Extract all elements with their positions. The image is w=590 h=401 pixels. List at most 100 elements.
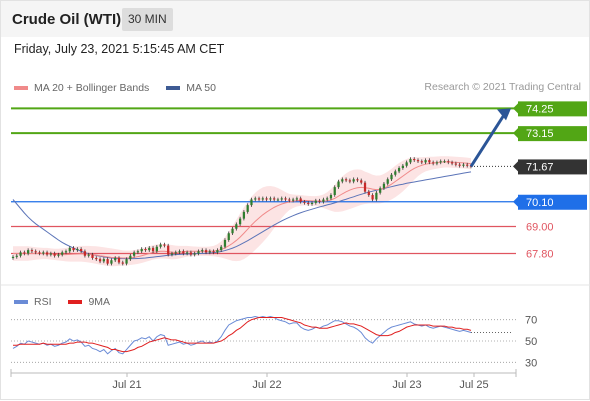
rsi-tick-label: 70 bbox=[525, 315, 537, 327]
rsi-legend: RSI 9MA bbox=[14, 295, 124, 308]
header-bar: Crude Oil (WTI) 30 MIN bbox=[1, 1, 589, 37]
candle bbox=[307, 202, 310, 204]
rsi-9ma-line bbox=[13, 317, 472, 353]
rsi-panel: 70 50 30 bbox=[11, 315, 537, 369]
candle bbox=[458, 164, 461, 166]
candle bbox=[363, 182, 367, 192]
support-level-label: 67.80 bbox=[526, 249, 554, 261]
candle bbox=[140, 249, 143, 252]
candle bbox=[303, 201, 306, 203]
candle bbox=[246, 205, 249, 212]
candle bbox=[420, 161, 423, 163]
candle bbox=[193, 253, 196, 255]
candle bbox=[204, 250, 208, 253]
candle bbox=[61, 252, 64, 255]
candle bbox=[257, 198, 261, 200]
candle bbox=[432, 162, 435, 164]
candle bbox=[341, 179, 344, 182]
legend-label-rsi: RSI bbox=[34, 296, 52, 308]
x-tick-label: Jul 25 bbox=[459, 379, 488, 391]
candle bbox=[443, 161, 446, 163]
price-panel: 74.25 73.15 71.67 70.10 69.00 67.80 bbox=[1, 101, 590, 286]
candle bbox=[87, 254, 90, 256]
candle bbox=[333, 187, 336, 195]
candle bbox=[413, 159, 416, 161]
candle bbox=[428, 160, 431, 163]
legend-label-ma20: MA 20 + Bollinger Bands bbox=[34, 82, 150, 94]
candle bbox=[148, 247, 151, 251]
candle bbox=[64, 251, 68, 253]
candle bbox=[223, 240, 227, 247]
timeframe-badge[interactable]: 30 MIN bbox=[122, 8, 173, 31]
candle bbox=[409, 159, 412, 163]
candle bbox=[291, 199, 295, 201]
candle bbox=[242, 211, 246, 219]
candle bbox=[439, 161, 442, 163]
candle bbox=[261, 198, 264, 200]
candle bbox=[53, 253, 56, 256]
x-tick-label: Jul 21 bbox=[112, 379, 141, 391]
candle bbox=[269, 198, 272, 200]
candle bbox=[367, 191, 370, 195]
resistance-label-pointer bbox=[513, 103, 518, 114]
legend-label-ma50: MA 50 bbox=[186, 82, 216, 94]
candle bbox=[110, 260, 113, 264]
candle bbox=[197, 251, 200, 254]
candle bbox=[276, 199, 280, 201]
candle bbox=[356, 179, 359, 181]
candle bbox=[83, 251, 87, 256]
instrument-title: Crude Oil (WTI) bbox=[12, 11, 122, 28]
rsi-tick-label: 30 bbox=[525, 357, 537, 369]
candle bbox=[76, 249, 79, 251]
candle bbox=[91, 254, 94, 258]
candle bbox=[182, 251, 185, 254]
last-label-pointer bbox=[513, 161, 518, 172]
candle bbox=[57, 254, 60, 256]
candle bbox=[136, 251, 140, 253]
candle bbox=[11, 256, 15, 258]
candle bbox=[231, 228, 234, 234]
resistance-label-box bbox=[518, 101, 587, 117]
candle bbox=[220, 246, 223, 251]
candle bbox=[227, 233, 230, 240]
candle bbox=[382, 183, 386, 189]
last-label-box bbox=[518, 159, 587, 175]
candle bbox=[390, 174, 393, 180]
candle bbox=[98, 259, 102, 262]
x-tick-label: Jul 23 bbox=[392, 379, 421, 391]
candle bbox=[265, 198, 268, 200]
ma50-swatch bbox=[166, 86, 181, 90]
candle bbox=[401, 165, 404, 168]
rsi-swatch bbox=[14, 300, 28, 304]
candle bbox=[397, 168, 401, 172]
legend-label-9ma: 9MA bbox=[88, 296, 111, 308]
candle bbox=[462, 164, 465, 166]
candle bbox=[27, 250, 30, 254]
candle bbox=[386, 179, 389, 184]
candle bbox=[34, 251, 37, 253]
candle bbox=[129, 255, 132, 260]
candle bbox=[310, 202, 314, 204]
resistance-label-pointer bbox=[513, 128, 518, 139]
candle bbox=[254, 198, 257, 200]
candle bbox=[424, 160, 427, 163]
candle bbox=[273, 198, 276, 200]
9ma-swatch bbox=[68, 300, 83, 304]
candle bbox=[450, 162, 454, 164]
candle bbox=[106, 259, 109, 264]
candle bbox=[30, 250, 34, 252]
bollinger-band bbox=[13, 156, 471, 267]
candle bbox=[95, 258, 98, 260]
candle bbox=[348, 180, 352, 182]
candle bbox=[250, 199, 253, 206]
candle bbox=[72, 247, 75, 251]
legend-item-ma20: MA 20 + Bollinger Bands bbox=[14, 82, 149, 94]
candle bbox=[379, 188, 382, 193]
candle bbox=[132, 252, 136, 256]
last-level-label: 71.67 bbox=[526, 161, 554, 173]
candle bbox=[288, 199, 291, 201]
candle bbox=[299, 198, 302, 202]
candle bbox=[185, 252, 189, 254]
